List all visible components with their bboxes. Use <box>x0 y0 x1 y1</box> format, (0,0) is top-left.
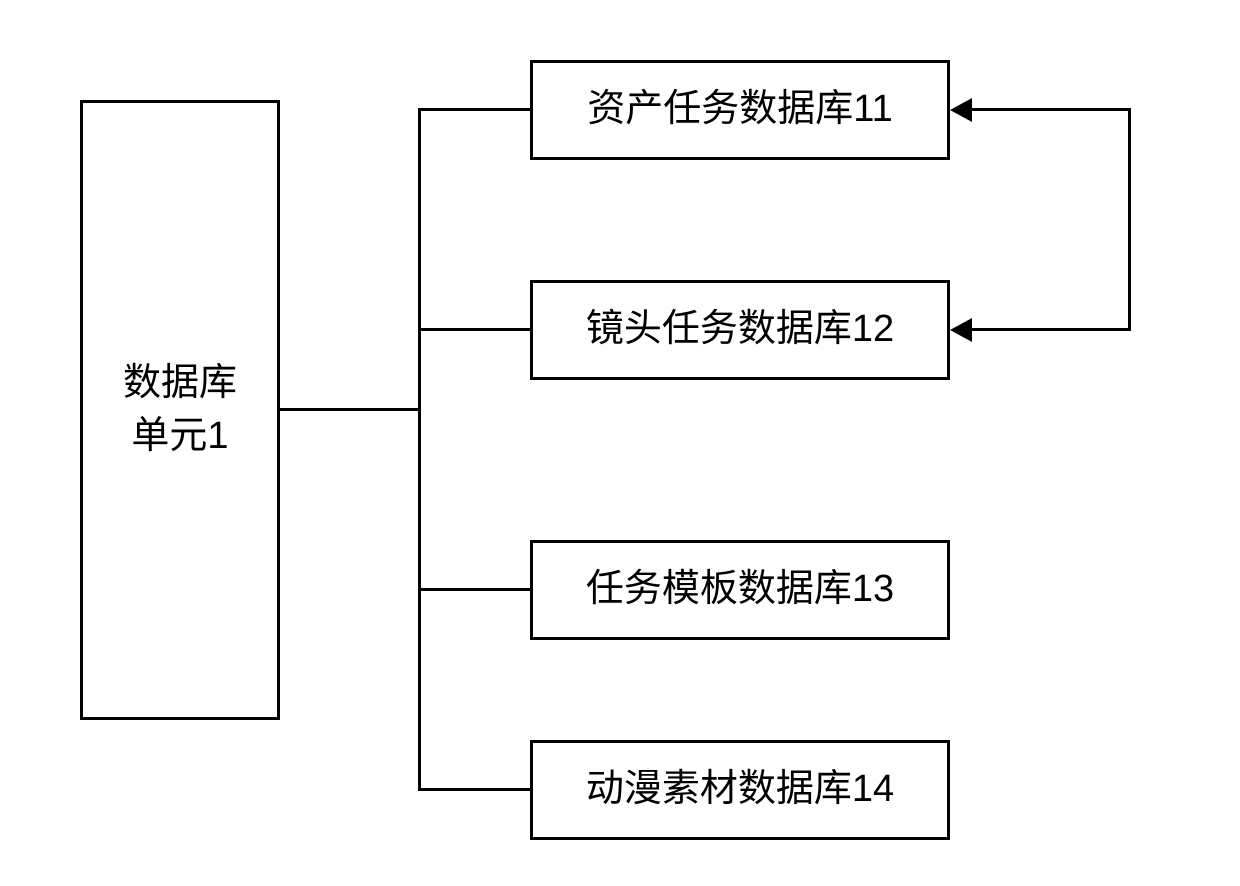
connector-trunk <box>418 108 421 791</box>
child3-label: 任务模板数据库13 <box>586 563 894 616</box>
child4-label: 动漫素材数据库14 <box>586 763 894 816</box>
connector-branch-child4 <box>418 788 530 791</box>
child-node-asset-task-db: 资产任务数据库11 <box>530 60 950 160</box>
arrowhead-into-child1 <box>950 98 972 122</box>
child1-label: 资产任务数据库11 <box>587 83 892 136</box>
connector-branch-child1 <box>418 108 530 111</box>
child-node-shot-task-db: 镜头任务数据库12 <box>530 280 950 380</box>
arrowhead-into-child2 <box>950 318 972 342</box>
child-node-task-template-db: 任务模板数据库13 <box>530 540 950 640</box>
root-node: 数据库单元1 <box>80 100 280 720</box>
connector-root-to-trunk <box>280 408 420 411</box>
connector-branch-child2 <box>418 328 530 331</box>
child2-label: 镜头任务数据库12 <box>586 303 894 356</box>
connector-branch-child3 <box>418 588 530 591</box>
feedback-line-top-h <box>968 108 1130 111</box>
root-label: 数据库单元1 <box>123 357 237 463</box>
child-node-animation-material-db: 动漫素材数据库14 <box>530 740 950 840</box>
feedback-line-vertical <box>1128 108 1131 331</box>
feedback-line-bottom-h <box>968 328 1131 331</box>
